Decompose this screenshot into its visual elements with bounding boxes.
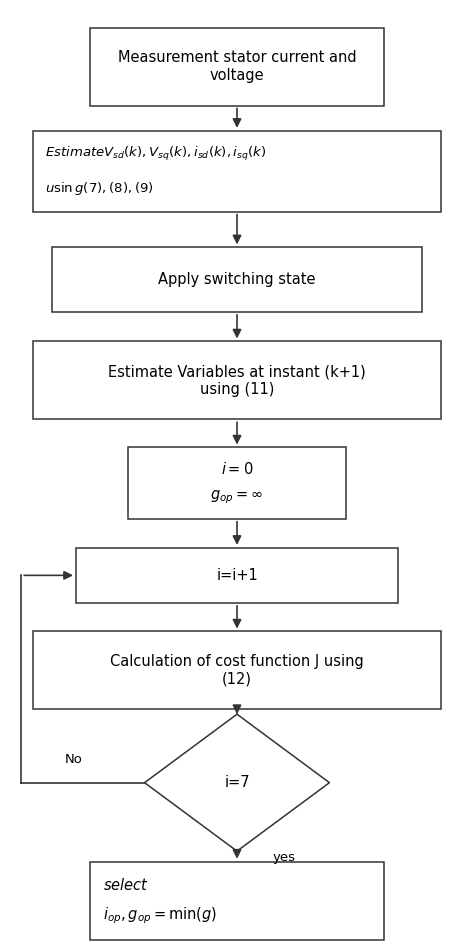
FancyBboxPatch shape (33, 341, 441, 419)
Text: $i = 0$: $i = 0$ (221, 461, 253, 476)
FancyBboxPatch shape (76, 548, 398, 603)
FancyBboxPatch shape (90, 28, 384, 106)
Text: $g_{op} = \infty$: $g_{op} = \infty$ (210, 489, 264, 506)
Text: $u\mathrm{sin}\,g(7),(8),(9)$: $u\mathrm{sin}\,g(7),(8),(9)$ (45, 181, 154, 198)
Polygon shape (145, 714, 329, 851)
Text: $i_{op},g_{op}=\mathrm{min}(g)$: $i_{op},g_{op}=\mathrm{min}(g)$ (103, 906, 218, 926)
Text: Estimate Variables at instant (k+1)
using (11): Estimate Variables at instant (k+1) usin… (108, 364, 366, 397)
Text: i=i+1: i=i+1 (216, 568, 258, 583)
FancyBboxPatch shape (33, 131, 441, 212)
FancyBboxPatch shape (52, 247, 422, 312)
Text: yes: yes (273, 851, 296, 864)
Text: Apply switching state: Apply switching state (158, 272, 316, 287)
Text: Measurement stator current and
voltage: Measurement stator current and voltage (118, 50, 356, 83)
FancyBboxPatch shape (33, 631, 441, 709)
Text: No: No (64, 752, 82, 766)
FancyBboxPatch shape (128, 448, 346, 519)
Text: i=7: i=7 (224, 775, 250, 790)
FancyBboxPatch shape (90, 862, 384, 940)
Text: $\mathit{select}$: $\mathit{select}$ (103, 877, 149, 893)
Text: Calculation of cost function J using
(12): Calculation of cost function J using (12… (110, 654, 364, 687)
Text: $\mathit{Estimate}V_{sd}(k),V_{sq}(k),i_{sd}(k),i_{sq}(k)$: $\mathit{Estimate}V_{sd}(k),V_{sq}(k),i_… (45, 146, 266, 164)
